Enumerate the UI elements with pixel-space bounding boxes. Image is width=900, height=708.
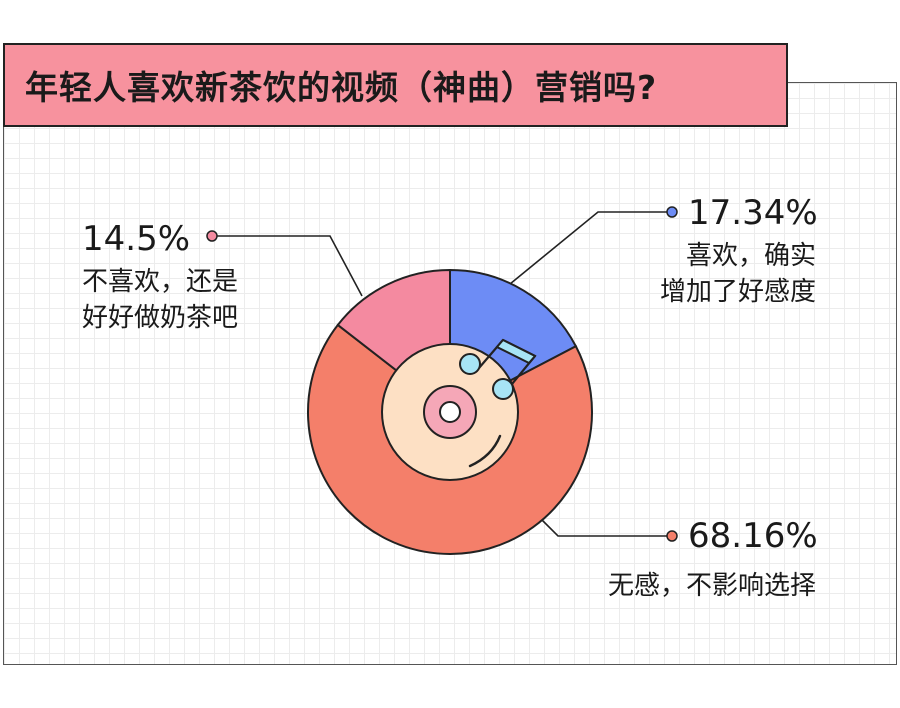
label-desc-love: 喜欢，确实 增加了好感度 [660,238,816,310]
leader-dot-dislike [206,230,218,242]
title-banner: 年轻人喜欢新茶饮的视频（神曲）营销吗? [3,43,788,127]
leader-line-love [509,211,670,285]
leader-dot-love [666,206,678,218]
leader-line-dislike [216,235,363,297]
label-desc-neutral-line1: 无感，不影响选择 [607,571,816,601]
label-pct-love: 17.34% [688,193,818,233]
label-pct-dislike: 14.5% [82,219,191,259]
label-desc-dislike: 不喜欢，还是 好好做奶茶吧 [82,264,238,336]
label-desc-dislike-line2: 好好做奶茶吧 [82,303,239,333]
label-desc-neutral: 无感，不影响选择 [608,568,816,604]
label-desc-dislike-line1: 不喜欢，还是 [82,267,239,297]
leader-dot-neutral [666,530,678,542]
label-desc-love-line2: 增加了好感度 [659,277,816,307]
leader-line-neutral [539,517,670,537]
music-note-icon [459,338,537,400]
label-pct-neutral: 68.16% [688,516,818,556]
label-desc-love-line1: 喜欢，确实 [685,241,816,271]
page-title: 年轻人喜欢新茶饮的视频（神曲）营销吗? [25,68,658,107]
record-groove-icon [468,434,502,468]
record-hole [439,401,461,423]
